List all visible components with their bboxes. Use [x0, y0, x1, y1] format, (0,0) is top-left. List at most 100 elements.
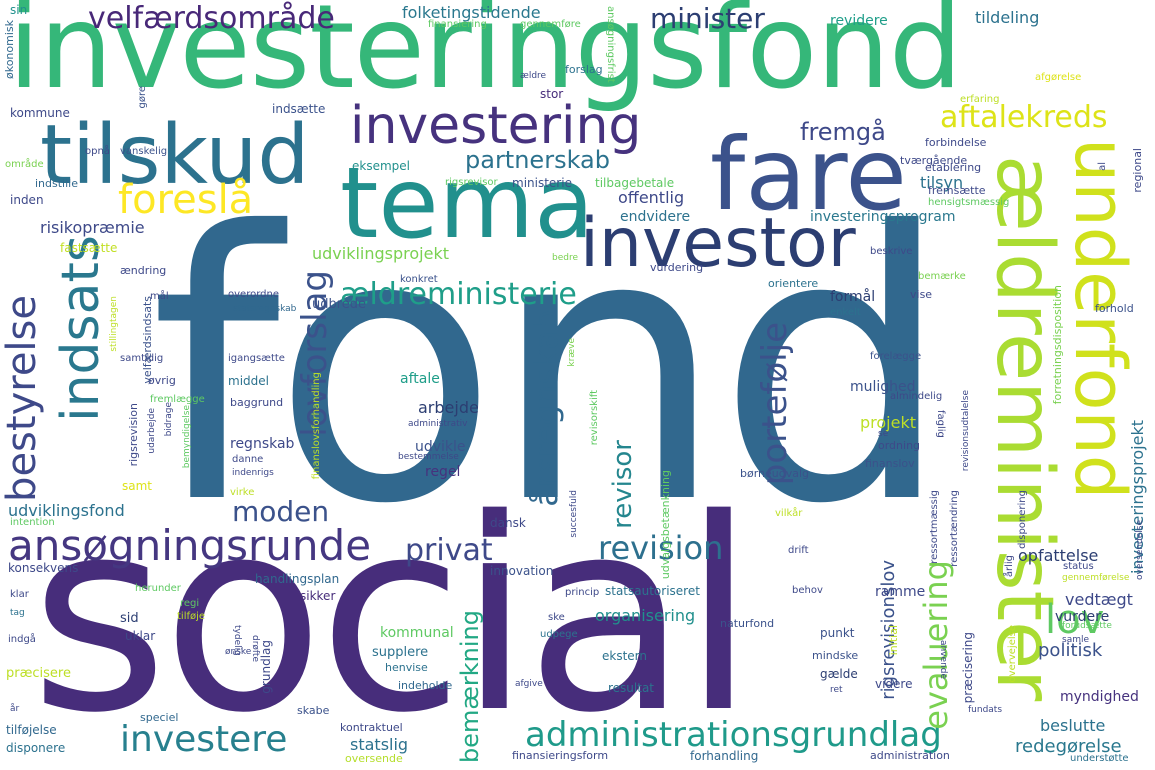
word-disponere: disponere [6, 741, 66, 755]
word-privat: privat [405, 533, 493, 568]
word-sin: sin [10, 3, 28, 17]
word-behov: behov [792, 585, 823, 596]
word-regel: regel [425, 464, 461, 480]
word-bidrage: bidrage [164, 402, 174, 437]
word-henvise: henvise [385, 661, 428, 674]
word-udvalgsbetaenkning: udvalgsbetænkning [659, 470, 672, 580]
word-stor: stor [540, 87, 564, 101]
word-omrade: område [5, 159, 44, 170]
word-beskrive: beskrive [870, 246, 913, 257]
word-fremga: fremgå [800, 118, 886, 146]
word-speciel: speciel [140, 711, 179, 724]
word-virke: virke [230, 487, 255, 498]
word-tilfoje: tilføje [177, 611, 206, 622]
word-aftale: aftale [400, 371, 440, 387]
word-administrativ: administrativ [408, 419, 468, 429]
word-borneudvalg: børneudvalg [740, 467, 810, 480]
word-tilfojelse: tilføjelse [6, 723, 57, 737]
word-vise: vise [910, 288, 933, 301]
word-udbrede: udbrede [312, 297, 367, 312]
word-minister: minister [650, 2, 765, 35]
word-se: se [878, 429, 889, 439]
word-indsats: indsats [51, 235, 111, 422]
word-gore: gøre [137, 86, 148, 109]
word-handlingsplan: handlingsplan [255, 572, 340, 586]
word-bemaerkning: bemærkning [456, 610, 484, 764]
word-uklar: uklar [125, 629, 156, 643]
word-tildeling: tildeling [975, 8, 1040, 27]
word-regnskab: regnskab [230, 436, 295, 452]
word-aar: år [10, 704, 20, 714]
word-opna: opnå [85, 146, 110, 157]
word-revisorskift: revisorskift [589, 390, 600, 446]
word-arbejde: arbejde [418, 398, 479, 417]
word-supplere: supplere [372, 645, 429, 660]
word-investeringsfond: investeringsfond [8, 0, 963, 115]
word-disponering: disponering [1017, 490, 1028, 549]
word-dansk: dansk [490, 516, 526, 530]
word-afgive: afgive [515, 679, 543, 689]
word-baggrund: baggrund [230, 396, 284, 409]
word-fastsaette: fastsætte [60, 241, 118, 255]
word-bestemmelse: bestemmelse [398, 452, 459, 462]
word-praecisering: præcisering [961, 632, 975, 704]
word-succesfuld: succesfuld [569, 490, 579, 538]
word-indstille: indstille [35, 177, 78, 190]
word-fare: fare [710, 116, 907, 233]
word-forslag: forslag [565, 63, 603, 76]
word-danne: danne [232, 454, 264, 465]
word-drift: drift [788, 545, 809, 556]
word-velfaerdsomrade: velfærdsområde [88, 1, 335, 36]
word-tilsyn: tilsyn [920, 173, 964, 192]
word-foresla: foreslå [118, 177, 254, 223]
word-gennemfore: gennemføre [520, 19, 581, 30]
word-skabe: skabe [297, 704, 330, 717]
word-tilskud: tilskud [40, 108, 310, 203]
word-mal: mål [150, 291, 169, 302]
word-indsaette: indsætte [272, 102, 326, 116]
word-bestyrelse: bestyrelse [0, 295, 45, 502]
word-fremsaette: fremsætte [928, 184, 986, 197]
word-underfond: underfond [1059, 138, 1141, 500]
word-faglig: faglig [935, 410, 946, 438]
word-revisor: revisor [608, 440, 638, 529]
word-investering: investering [350, 96, 642, 156]
word-samtidig: samtidig [120, 353, 164, 364]
word-ministerie: ministerie [512, 176, 572, 190]
word-aeldreminister: ældreminister [979, 155, 1069, 702]
word-afgorelse: afgørelse [1035, 72, 1082, 83]
word-eksempel: eksempel [352, 159, 410, 173]
word-mulighed: mulighed [850, 379, 916, 395]
word-inden: inden [10, 193, 44, 207]
word-stillingtagen: stillingtagen [109, 296, 119, 352]
word-status: status [1063, 561, 1094, 572]
word-hensigtsmaessig: hensigtsmæssig [928, 197, 1010, 208]
word-konsekvens: konsekvens [8, 561, 79, 575]
word-naturfond: naturfond [720, 617, 775, 630]
word-innovation: innovation [490, 564, 554, 578]
word-ressortaendring: ressortændring [949, 490, 960, 567]
word-politisk: politisk [1038, 640, 1103, 661]
word-myndighed: myndighed [1060, 689, 1139, 705]
word-revision: revision [598, 529, 724, 567]
word-portefolje: portefølje [755, 322, 795, 486]
word-aftalekreds: aftalekreds [940, 100, 1108, 135]
word-forelaegge: forelægge [870, 351, 922, 362]
word-gennemforelse: gennemførelse [1062, 573, 1130, 583]
word-investor: investor [580, 204, 856, 283]
word-forudsaette: forudsætte [1062, 621, 1112, 631]
word-klar: klar [10, 589, 29, 600]
word-erfaring: erfaring [960, 94, 1000, 105]
word-arsregnskab: årsregnskab [527, 310, 565, 507]
word-initial: initial [887, 625, 900, 656]
word-folketingstidende: folketingstidende [402, 3, 541, 22]
word-fundats: fundats [968, 705, 1003, 715]
word-samle: samle [1062, 635, 1090, 645]
word-overordne: overordne [228, 289, 279, 300]
word-grundlag: grundlag [259, 640, 273, 694]
word-ramme: ramme [875, 584, 926, 600]
word-oversende: oversende [345, 752, 403, 765]
word-rigsrevisor: rigsrevisor [445, 177, 498, 188]
word-anvende: anvende [938, 640, 948, 680]
word-udviklingsprojekt: udviklingsprojekt [312, 244, 449, 263]
